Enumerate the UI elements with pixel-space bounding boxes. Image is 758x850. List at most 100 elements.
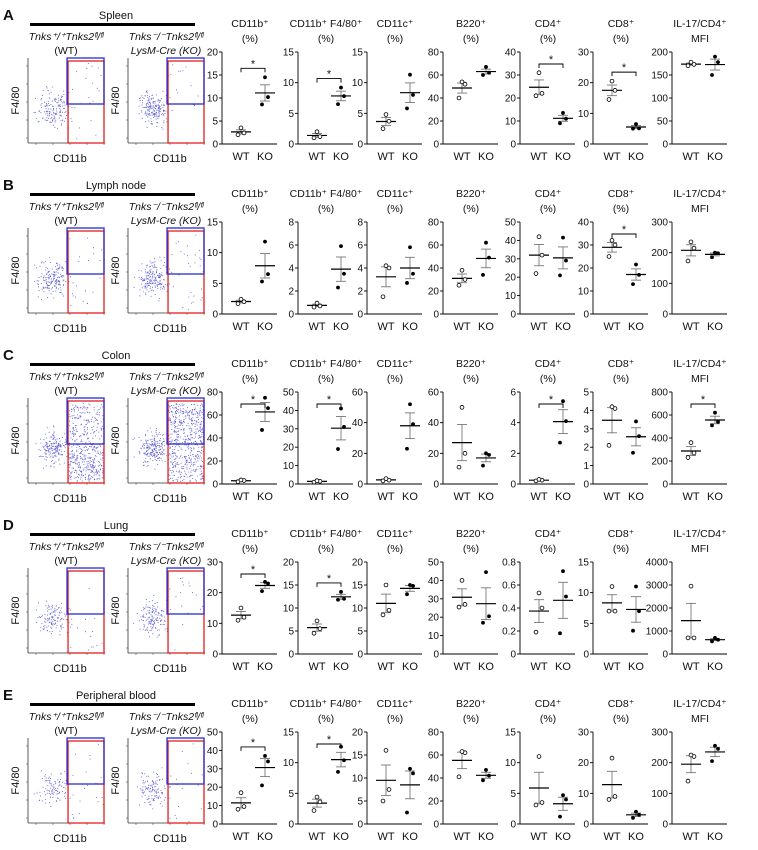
flow-event-dot [60, 98, 61, 100]
ko-data-point [484, 240, 488, 245]
flow-event-dot [191, 424, 193, 426]
flow-event-dot [77, 407, 79, 409]
flow-event-dot [158, 300, 160, 302]
flow-event-dot [154, 439, 156, 441]
flow-event-dot [170, 442, 172, 444]
flow-event-dot [136, 613, 138, 615]
flow-event-dot [68, 463, 70, 465]
flow-event-dot [62, 95, 64, 97]
flow-event-dot [139, 452, 141, 454]
ko-data-point [631, 450, 635, 455]
flow-event-dot [149, 427, 151, 429]
flow-event-dot [194, 254, 196, 256]
flow-event-dot [197, 412, 199, 414]
flow-event-dot [65, 439, 67, 441]
wt-data-point [612, 608, 618, 614]
flow-event-dot [52, 446, 54, 447]
flow-event-dot [53, 449, 55, 451]
flow-event-dot [180, 447, 182, 449]
flow-event-dot [57, 451, 59, 453]
flow-event-dot [178, 805, 179, 807]
flow-event-dot [77, 444, 79, 446]
flow-event-dot [200, 440, 202, 442]
flow-event-dot [180, 462, 182, 464]
flow-event-dot [192, 454, 194, 456]
flow-event-dot [73, 415, 75, 416]
flow-event-dot [202, 461, 204, 462]
flow-event-dot [75, 753, 77, 755]
flow-event-dot [158, 273, 160, 275]
flow-event-dot [156, 284, 158, 286]
flow-event-dot [81, 457, 83, 459]
flow-event-dot [183, 419, 185, 420]
flow-event-dot [152, 460, 154, 462]
flow-event-dot [53, 118, 55, 120]
flow-event-dot [151, 283, 153, 285]
flow-event-dot [174, 446, 176, 448]
flow-event-dot [173, 455, 174, 457]
flow-event-dot [155, 447, 157, 449]
flow-event-dot [101, 797, 103, 798]
chart-title: CD11b⁺ [231, 528, 269, 540]
flow-event-dot [49, 274, 51, 276]
y-tick-label: 1 [583, 461, 589, 472]
flow-event-dot [79, 464, 80, 466]
flow-event-dot [191, 469, 193, 471]
wt-data-point [688, 440, 694, 445]
y-tick-label: 4 [583, 406, 589, 417]
flow-event-dot [140, 787, 142, 789]
flow-event-dot [52, 437, 54, 439]
wt-data-point [606, 97, 612, 102]
flow-event-dot [92, 461, 94, 463]
flow-event-dot [158, 442, 160, 444]
flow-event-dot [82, 300, 84, 302]
flow-event-dot [155, 280, 157, 281]
flow-event-dot [151, 271, 153, 273]
flow-event-dot [163, 105, 165, 107]
flow-event-dot [194, 459, 196, 461]
flow-event-dot [102, 457, 104, 459]
flow-event-dot [154, 453, 156, 455]
ko-data-point [716, 60, 720, 65]
flow-event-dot [48, 113, 50, 114]
y-tick-label: 0 [662, 650, 668, 661]
flow-event-dot [43, 467, 44, 469]
flow-event-dot [174, 440, 176, 441]
flow-event-dot [71, 467, 73, 469]
flow-event-dot [86, 407, 88, 409]
x-tick-label-ko: KO [257, 321, 273, 333]
x-tick-label-wt: WT [377, 831, 394, 843]
flow-event-dot [70, 473, 72, 475]
wt-data-point [317, 303, 323, 309]
y-tick-label: 40 [505, 236, 517, 247]
flow-event-dot [153, 450, 155, 452]
flow-event-dot [75, 404, 77, 406]
flow-event-dot [95, 413, 97, 415]
flow-event-dot [183, 253, 185, 255]
flow-event-dot [162, 453, 164, 455]
flow-event-dot [190, 85, 192, 87]
wt-genotype-label: Tnks⁺/⁺Tnks2ᶠˡ/ᶠˡ [29, 541, 105, 553]
flow-event-dot [157, 619, 159, 621]
flow-event-dot [187, 462, 189, 464]
flow-event-dot [53, 278, 54, 280]
flow-event-dot [46, 443, 48, 445]
flow-event-dot [102, 473, 104, 475]
flow-event-dot [199, 265, 201, 267]
flow-event-dot [173, 430, 175, 432]
flow-event-dot [89, 453, 91, 455]
ko-genotype-sublabel: LysM-Cre (KO) [131, 215, 201, 227]
flow-event-dot [90, 477, 92, 479]
flow-event-dot [85, 420, 87, 422]
flow-event-dot [144, 794, 146, 796]
flow-event-dot [200, 452, 202, 454]
flow-event-dot [195, 234, 197, 236]
flow-event-dot [58, 452, 60, 454]
flow-event-dot [153, 114, 155, 116]
flow-event-dot [71, 433, 73, 435]
flow-event-dot [82, 458, 83, 460]
flow-event-dot [55, 266, 57, 268]
flow-event-dot [174, 459, 175, 461]
